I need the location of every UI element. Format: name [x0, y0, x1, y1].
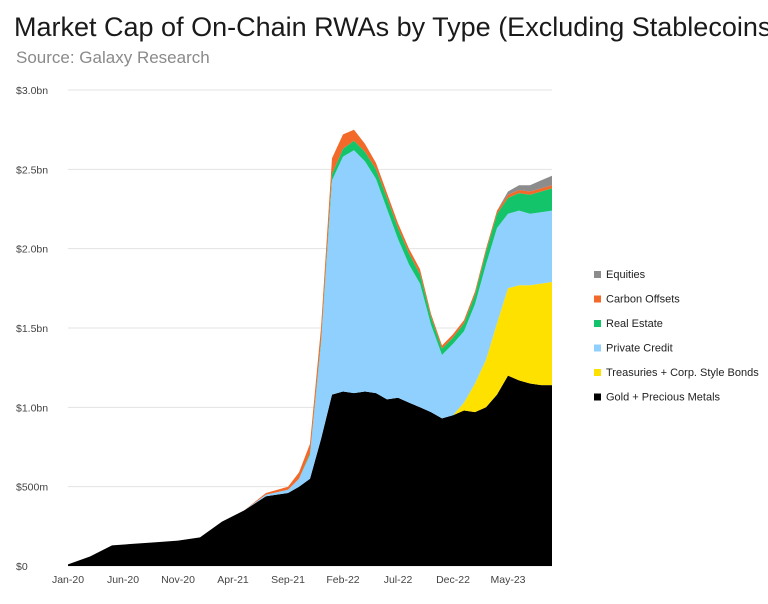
x-tick-label: May-23	[490, 574, 525, 586]
x-tick-label: Apr-21	[217, 574, 249, 586]
legend: Equities Carbon Offsets Real Estate Private…	[594, 269, 759, 404]
legend-label: Carbon Offsets	[606, 294, 680, 306]
legend-label: Treasuries + Corp. Style Bonds	[606, 367, 759, 379]
y-tick-label: $2.0bn	[16, 244, 48, 256]
x-tick-label: Jul-22	[384, 574, 413, 586]
legend-label: Real Estate	[606, 318, 663, 330]
y-tick-label: $1.5bn	[16, 323, 48, 335]
y-tick-label: $2.5bn	[16, 164, 48, 176]
legend-swatch	[594, 271, 601, 278]
legend-label: Gold + Precious Metals	[606, 392, 721, 404]
legend-swatch	[594, 295, 601, 303]
series-areas	[68, 129, 552, 566]
x-axis-ticks: Jan-20 Jun-20 Nov-20 Apr-21 Sep-21 Feb-22 Jul-…	[52, 574, 526, 586]
x-tick-label: Dec-22	[436, 574, 470, 586]
y-tick-label: $1.0bn	[16, 402, 48, 414]
legend-swatch	[594, 320, 601, 327]
x-tick-label: Nov-20	[161, 574, 195, 586]
y-tick-label: $0	[16, 561, 28, 573]
legend-swatch	[594, 369, 601, 376]
chart-title: Market Cap of On-Chain RWAs by Type (Exc…	[14, 12, 768, 42]
chart-source: Source: Galaxy Research	[16, 48, 210, 67]
legend-swatch	[594, 344, 601, 352]
legend-swatch	[594, 393, 601, 401]
x-tick-label: Jan-20	[52, 574, 84, 586]
legend-label: Private Credit	[606, 343, 673, 355]
legend-label: Equities	[606, 269, 646, 281]
area-gold-precious-metals	[68, 375, 552, 566]
x-tick-label: Feb-22	[326, 574, 359, 586]
y-tick-label: $500m	[16, 482, 48, 494]
y-axis-ticks: $0 $500m $1.0bn $1.5bn $2.0bn $2.5bn $3.0bn	[16, 85, 48, 573]
x-tick-label: Jun-20	[107, 574, 139, 586]
area-private-credit	[68, 150, 552, 565]
area-treasuries-corp-style-bonds	[68, 282, 552, 565]
x-tick-label: Sep-21	[271, 574, 305, 586]
y-tick-label: $3.0bn	[16, 85, 48, 97]
